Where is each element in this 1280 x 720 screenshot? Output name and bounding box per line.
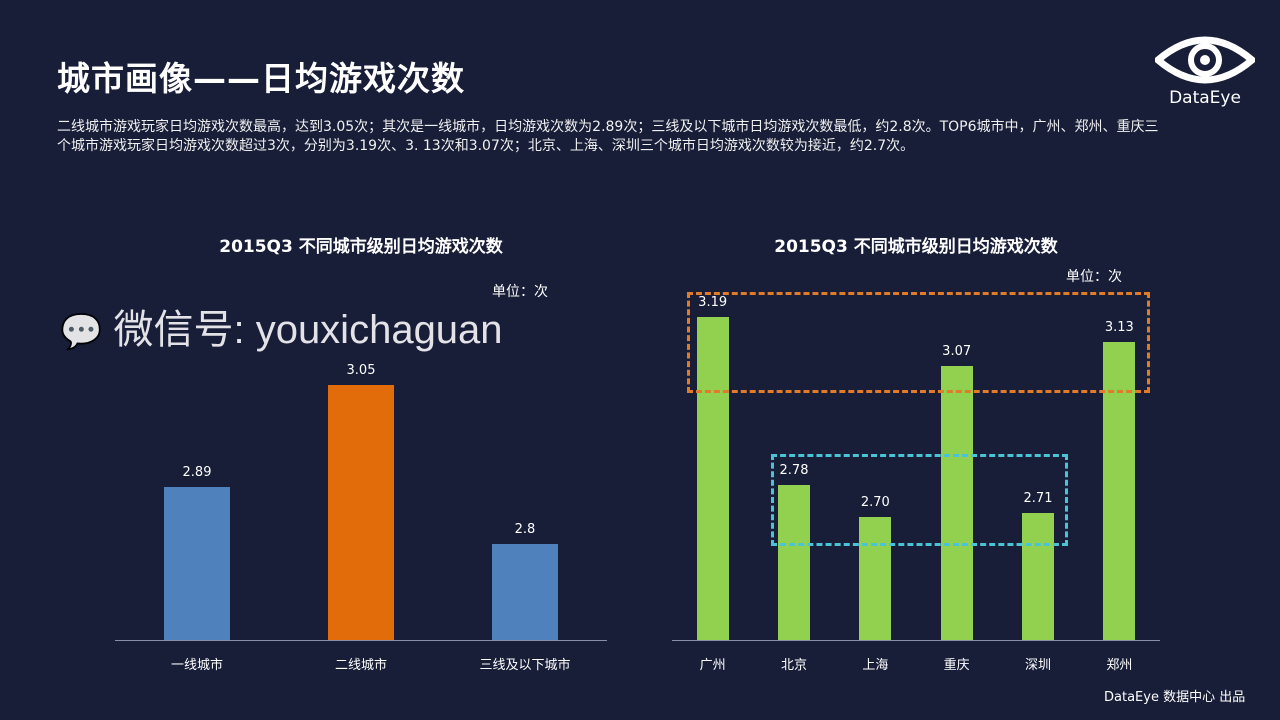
bar <box>164 486 230 640</box>
chart1-x-axis <box>115 640 607 641</box>
eye-icon <box>1152 36 1258 84</box>
highlight-box-mid <box>771 454 1068 546</box>
category-label: 重庆 <box>943 658 970 673</box>
logo-text: DataEye <box>1169 88 1241 108</box>
data-label: 2.8 <box>514 522 536 538</box>
bar <box>778 484 810 640</box>
bar <box>328 384 394 640</box>
data-label: 3.13 <box>1104 319 1134 335</box>
category-label: 三线及以下城市 <box>479 658 571 673</box>
data-label: 3.19 <box>698 295 728 311</box>
category-label: 广州 <box>699 658 726 673</box>
chart2-x-axis <box>672 640 1160 641</box>
footer-credit: DataEye 数据中心 出品 <box>1104 690 1246 705</box>
chart2-title: 2015Q3 不同城市级别日均游戏次数 <box>774 237 1058 257</box>
data-label: 2.70 <box>860 495 890 511</box>
chart1-title: 2015Q3 不同城市级别日均游戏次数 <box>219 237 503 257</box>
data-label: 3.07 <box>942 344 972 360</box>
category-label: 一线城市 <box>170 658 223 673</box>
category-label: 二线城市 <box>334 658 387 673</box>
dataeye-logo: DataEye <box>1150 34 1260 108</box>
wechat-watermark: 💬 微信号: youxichaguan <box>60 308 503 354</box>
data-label: 2.71 <box>1023 491 1053 507</box>
chart2-unit: 单位：次 <box>1066 269 1122 285</box>
data-label: 2.78 <box>779 462 809 478</box>
highlight-box-high <box>687 292 1150 393</box>
bar <box>859 517 892 640</box>
chart1-unit: 单位：次 <box>492 284 548 300</box>
data-label: 2.89 <box>182 464 212 480</box>
category-label: 郑州 <box>1106 658 1133 673</box>
wechat-icon: 💬 <box>60 313 103 351</box>
bar <box>1022 513 1054 640</box>
bar <box>492 544 558 640</box>
bar <box>696 317 729 640</box>
category-label: 上海 <box>862 658 889 673</box>
bar <box>940 366 973 640</box>
page-title: 城市画像——日均游戏次数 <box>57 59 465 98</box>
data-label: 3.05 <box>346 362 376 378</box>
category-label: 北京 <box>780 658 807 673</box>
category-label: 深圳 <box>1024 658 1051 673</box>
watermark-text: 微信号: youxichaguan <box>113 308 503 352</box>
description: 二线城市游戏玩家日均游戏次数最高，达到3.05次；其次是一线城市，日均游戏次数为… <box>57 119 1159 154</box>
